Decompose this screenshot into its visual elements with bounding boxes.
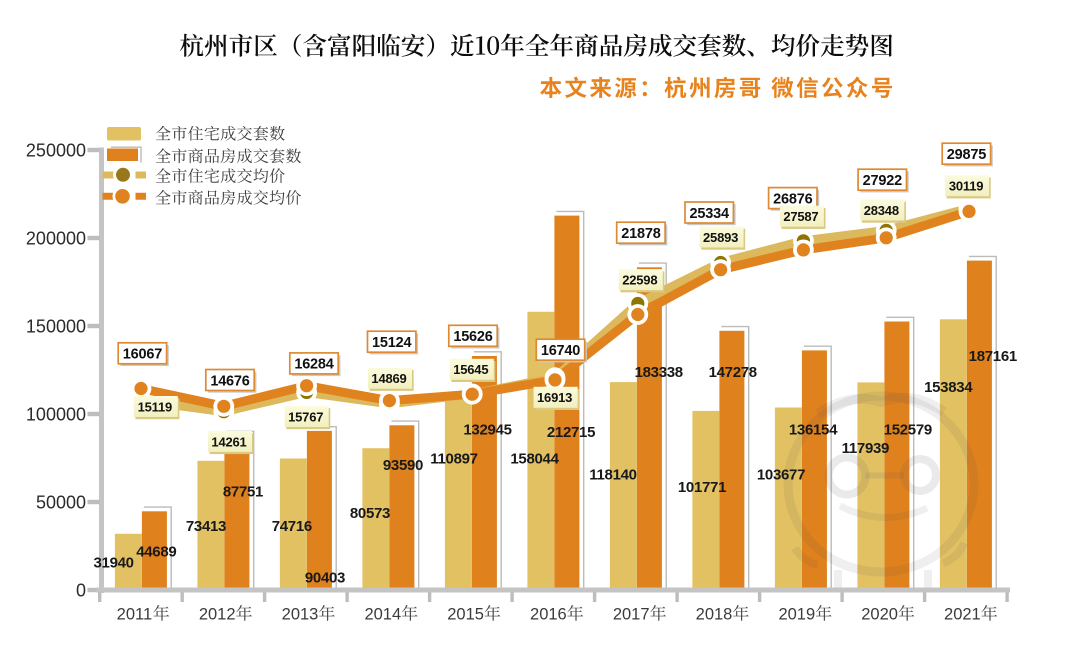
svg-text:93590: 93590 (383, 457, 423, 474)
svg-text:0: 0 (76, 580, 86, 600)
svg-text:2013: 2013 (282, 606, 319, 624)
svg-text:2021: 2021 (944, 606, 981, 624)
svg-text:187161: 187161 (969, 348, 1017, 365)
svg-text:14261: 14261 (211, 434, 246, 449)
svg-text:16284: 16284 (294, 357, 333, 373)
svg-text:103677: 103677 (757, 467, 805, 484)
svg-text:183338: 183338 (635, 364, 683, 381)
svg-text:16067: 16067 (123, 347, 162, 363)
svg-text:80573: 80573 (350, 505, 390, 522)
svg-text:25893: 25893 (703, 230, 738, 245)
svg-text:110897: 110897 (430, 451, 477, 468)
svg-text:29875: 29875 (947, 147, 986, 163)
svg-text:15124: 15124 (372, 335, 411, 351)
svg-text:16913: 16913 (537, 390, 572, 405)
svg-text:101771: 101771 (678, 479, 726, 496)
svg-text:2019: 2019 (778, 606, 815, 624)
svg-text:74716: 74716 (272, 518, 312, 535)
svg-text:14676: 14676 (210, 373, 249, 389)
svg-text:31940: 31940 (93, 555, 133, 572)
svg-text:15119: 15119 (138, 399, 172, 414)
svg-text:136154: 136154 (789, 422, 838, 439)
svg-text:30119: 30119 (949, 179, 983, 194)
svg-text:152579: 152579 (884, 422, 932, 439)
svg-text:27922: 27922 (863, 173, 902, 189)
svg-text:250000: 250000 (26, 140, 86, 160)
svg-text:73413: 73413 (186, 518, 226, 535)
svg-text:2018: 2018 (696, 606, 733, 624)
svg-text:15626: 15626 (453, 329, 492, 345)
svg-text:2011: 2011 (117, 606, 152, 624)
svg-text:212715: 212715 (547, 424, 595, 441)
svg-text:132945: 132945 (463, 421, 511, 438)
svg-text:15767: 15767 (288, 409, 323, 424)
svg-text:100000: 100000 (26, 404, 86, 424)
svg-text:22598: 22598 (622, 273, 657, 288)
svg-text:150000: 150000 (26, 316, 86, 336)
svg-text:26876: 26876 (773, 191, 812, 207)
svg-text:14869: 14869 (371, 371, 406, 386)
svg-text:147278: 147278 (709, 364, 757, 381)
svg-text:2016: 2016 (530, 606, 567, 624)
svg-text:28348: 28348 (864, 203, 899, 218)
svg-text:90403: 90403 (305, 570, 345, 587)
svg-text:2017: 2017 (613, 606, 650, 624)
svg-text:44689: 44689 (136, 543, 176, 560)
svg-text:200000: 200000 (26, 228, 86, 248)
svg-text:2012: 2012 (199, 606, 236, 624)
svg-text:2015: 2015 (447, 606, 484, 624)
svg-text:2020: 2020 (861, 606, 898, 624)
svg-text:27587: 27587 (783, 209, 818, 224)
svg-text:117939: 117939 (842, 440, 889, 457)
svg-text:153834: 153834 (924, 379, 973, 396)
svg-text:158044: 158044 (510, 451, 559, 468)
svg-text:87751: 87751 (223, 483, 263, 500)
svg-text:15645: 15645 (453, 362, 488, 377)
svg-text:118140: 118140 (589, 467, 636, 484)
svg-text:21878: 21878 (621, 226, 660, 242)
svg-text:50000: 50000 (36, 492, 86, 512)
svg-text:2014: 2014 (364, 606, 401, 624)
svg-text:16740: 16740 (541, 343, 580, 359)
svg-text:25334: 25334 (690, 206, 729, 222)
